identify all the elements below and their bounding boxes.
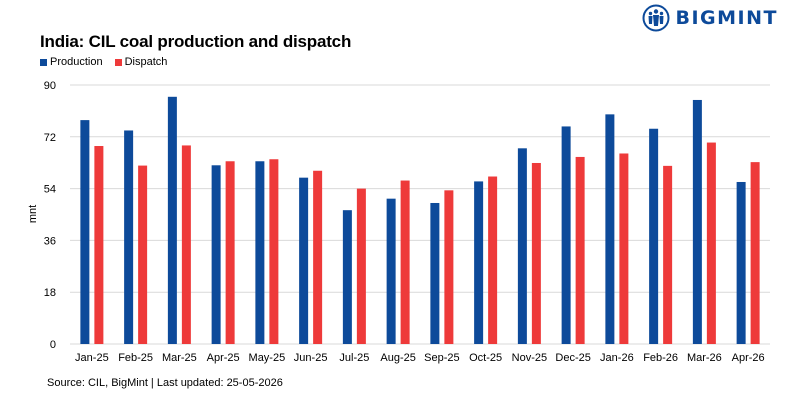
y-tick-label: 0 bbox=[50, 339, 56, 351]
legend-swatch-production bbox=[40, 58, 47, 66]
y-tick-label: 54 bbox=[44, 184, 56, 196]
bar-dispatch-feb-25 bbox=[138, 165, 148, 344]
bar-production-apr-26 bbox=[736, 181, 746, 344]
legend-item-production: Production bbox=[40, 56, 103, 68]
bar-production-oct-25 bbox=[474, 181, 484, 344]
bar-production-sep-25 bbox=[430, 202, 440, 344]
bar-production-feb-25 bbox=[124, 130, 134, 344]
chart-bars bbox=[80, 96, 760, 344]
x-tick-label: Feb-25 bbox=[118, 352, 153, 364]
y-axis-label: mnt bbox=[27, 205, 39, 223]
chart-legend: Production Dispatch bbox=[40, 56, 167, 68]
bar-production-jun-25 bbox=[299, 177, 309, 344]
x-tick-label: Sep-25 bbox=[424, 352, 459, 364]
y-axis-ticks: 0 18 36 54 72 90 bbox=[44, 80, 56, 351]
bar-dispatch-apr-26 bbox=[750, 162, 760, 344]
x-tick-label: Apr-26 bbox=[732, 352, 765, 364]
x-tick-label: Dec-25 bbox=[555, 352, 590, 364]
bar-dispatch-oct-25 bbox=[488, 176, 498, 344]
bar-dispatch-jan-26 bbox=[619, 153, 629, 344]
x-tick-label: Oct-25 bbox=[469, 352, 502, 364]
bar-dispatch-may-25 bbox=[269, 159, 279, 344]
bar-production-may-25 bbox=[255, 161, 265, 344]
bar-production-jul-25 bbox=[342, 210, 352, 344]
source-note: Source: CIL, BigMint | Last updated: 25-… bbox=[47, 377, 283, 389]
bigmint-people-icon bbox=[642, 4, 669, 32]
bar-production-dec-25 bbox=[561, 126, 571, 344]
brand-logo: BIGMINT bbox=[642, 4, 779, 32]
bar-dispatch-jun-25 bbox=[313, 170, 323, 344]
bar-production-feb-26 bbox=[649, 128, 659, 344]
bar-production-mar-25 bbox=[167, 96, 177, 344]
bar-dispatch-feb-26 bbox=[663, 165, 673, 344]
brand-name: BIGMINT bbox=[675, 7, 778, 29]
y-tick-label: 72 bbox=[44, 132, 56, 144]
x-tick-label: Feb-26 bbox=[643, 352, 678, 364]
bar-dispatch-mar-26 bbox=[706, 142, 716, 344]
x-tick-label: Jan-25 bbox=[75, 352, 109, 364]
x-tick-label: Jan-26 bbox=[600, 352, 634, 364]
bar-production-jan-26 bbox=[605, 114, 615, 344]
legend-label-production: Production bbox=[50, 56, 103, 68]
bar-dispatch-dec-25 bbox=[575, 156, 585, 344]
legend-label-dispatch: Dispatch bbox=[124, 56, 168, 68]
bar-production-nov-25 bbox=[517, 148, 527, 344]
bar-production-jan-25 bbox=[80, 120, 90, 344]
bar-dispatch-aug-25 bbox=[400, 180, 410, 344]
x-tick-label: Jul-25 bbox=[339, 352, 369, 364]
bar-production-mar-26 bbox=[692, 99, 702, 344]
bar-production-aug-25 bbox=[386, 198, 396, 344]
legend-swatch-dispatch bbox=[114, 58, 122, 66]
x-tick-label: Apr-25 bbox=[207, 352, 240, 364]
bar-dispatch-nov-25 bbox=[531, 162, 541, 344]
chart-title: India: CIL coal production and dispatch bbox=[40, 32, 352, 51]
bar-dispatch-apr-25 bbox=[225, 161, 235, 344]
x-tick-label: Mar-26 bbox=[687, 352, 722, 364]
y-tick-label: 36 bbox=[44, 235, 56, 247]
bar-dispatch-mar-25 bbox=[181, 145, 191, 344]
y-tick-label: 18 bbox=[44, 287, 56, 299]
x-axis-ticks: Jan-25 Feb-25 Mar-25 Apr-25 May-25 Jun-25 Jul-… bbox=[75, 352, 765, 364]
bar-production-apr-25 bbox=[211, 165, 221, 344]
x-tick-label: Aug-25 bbox=[380, 352, 415, 364]
y-tick-label: 90 bbox=[44, 80, 56, 92]
x-tick-label: Jun-25 bbox=[294, 352, 328, 364]
bar-dispatch-jan-25 bbox=[94, 146, 104, 344]
x-tick-label: Nov-25 bbox=[512, 352, 547, 364]
x-tick-label: May-25 bbox=[249, 352, 286, 364]
bar-dispatch-jul-25 bbox=[356, 188, 366, 344]
x-tick-label: Mar-25 bbox=[162, 352, 197, 364]
bar-dispatch-sep-25 bbox=[444, 190, 454, 344]
legend-item-dispatch: Dispatch bbox=[114, 56, 168, 68]
